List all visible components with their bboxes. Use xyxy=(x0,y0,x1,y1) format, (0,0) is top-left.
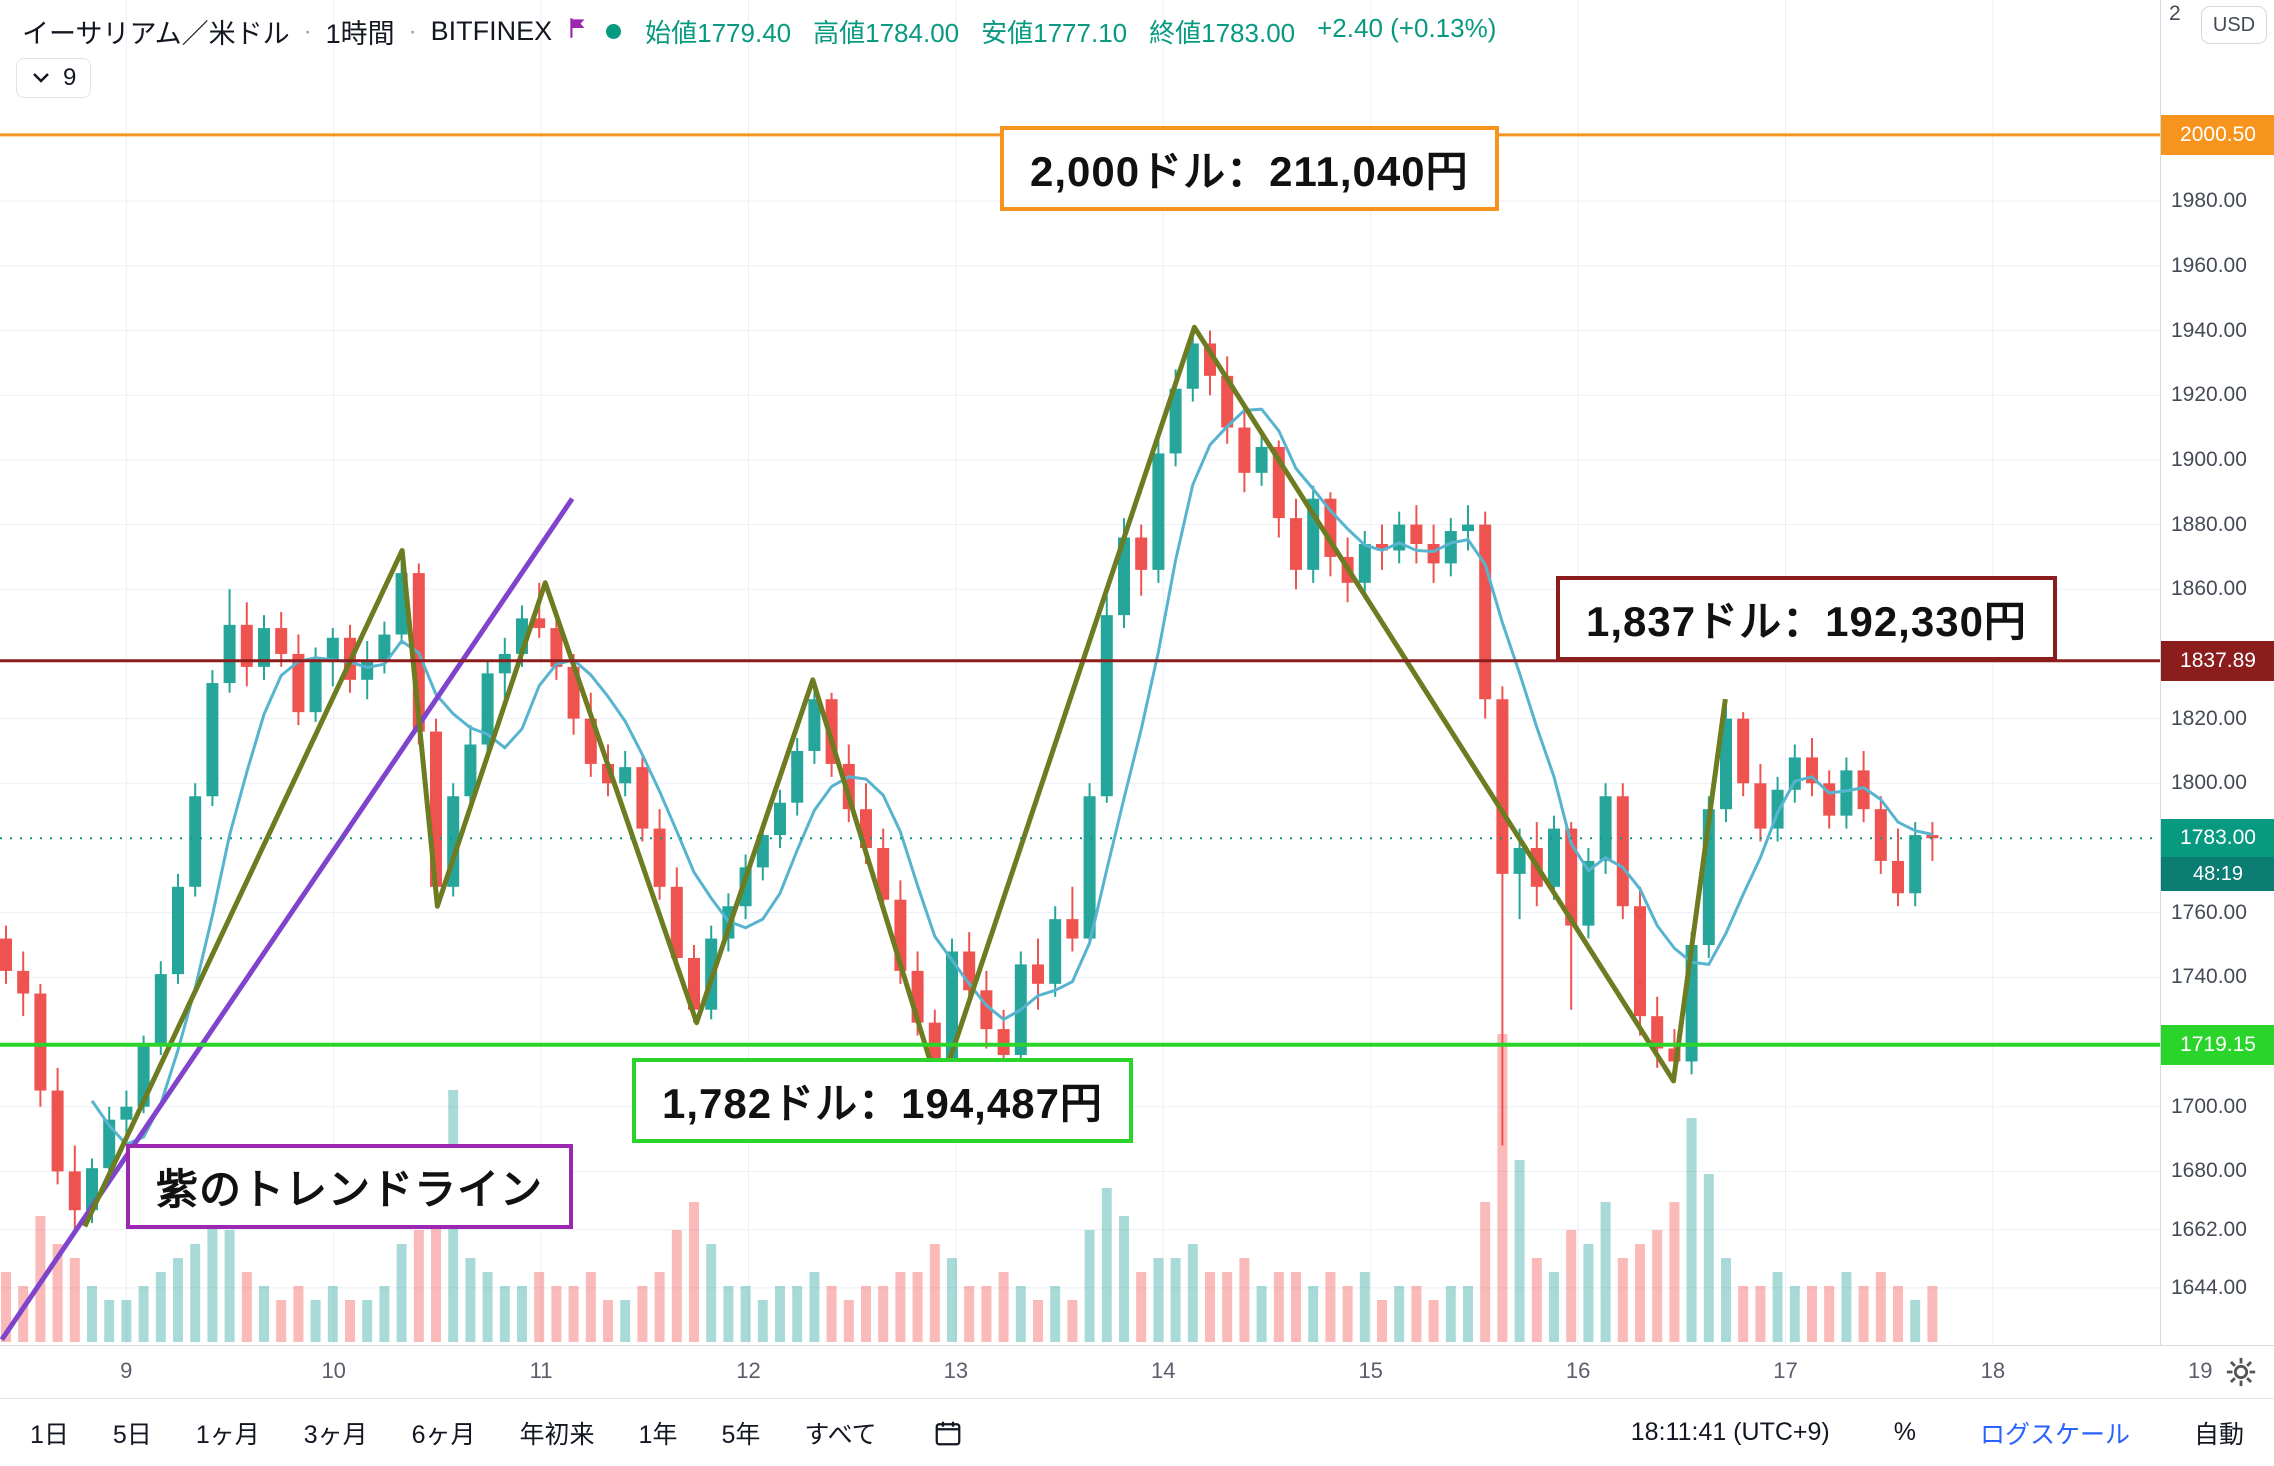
bottom-toolbar: 1日 5日 1ヶ月 3ヶ月 6ヶ月 年初来 1年 5年 すべて 18:11:41… xyxy=(0,1398,2274,1466)
separator-dot: · xyxy=(408,17,417,45)
price-axis-label: 1940.00 xyxy=(2171,318,2247,342)
price-axis-label: 1800.00 xyxy=(2171,771,2247,795)
range-3month[interactable]: 3ヶ月 xyxy=(303,1420,368,1449)
chevron-down-icon xyxy=(31,64,51,92)
time-axis-label: 16 xyxy=(1565,1358,1591,1383)
price-axis-label: 1760.00 xyxy=(2171,900,2247,924)
hline-1719-badge: 1719.15 xyxy=(2161,1024,2274,1065)
ohlc-values: 始値1779.40 高値1784.00 安値1777.10 終値1783.00 … xyxy=(645,13,1497,48)
time-axis-label: 14 xyxy=(1151,1358,1176,1383)
time-axis[interactable]: 9 10 11 12 13 14 15 16 17 18 19 xyxy=(0,1345,2274,1399)
auto-scale-button[interactable]: 自動 xyxy=(2193,1420,2244,1449)
price-axis-label: 1740.00 xyxy=(2171,965,2247,989)
range-1day[interactable]: 1日 xyxy=(30,1420,69,1449)
price-axis-label: 1820.00 xyxy=(2171,706,2247,730)
price-axis-label: 1960.00 xyxy=(2171,253,2247,277)
range-1month[interactable]: 1ヶ月 xyxy=(195,1420,260,1449)
moving-average-line xyxy=(90,407,1933,1147)
flag-icon[interactable] xyxy=(566,15,592,48)
range-selector: 1日 5日 1ヶ月 3ヶ月 6ヶ月 年初来 1年 5年 すべて xyxy=(30,1415,877,1451)
current-price-badge: 1783.00 48:19 xyxy=(2161,819,2274,892)
symbol-title[interactable]: イーサリアム／米ドル xyxy=(22,19,290,49)
log-scale-button[interactable]: ログスケール xyxy=(1979,1420,2130,1449)
time-axis-label: 19 xyxy=(2188,1358,2213,1383)
chart-pane[interactable]: イーサリアム／米ドル · 1時間 · BITFINEX 始値1779.40 高値… xyxy=(0,0,2160,1345)
price-axis-label: 1662.00 xyxy=(2171,1217,2247,1241)
price-axis-label: 1860.00 xyxy=(2171,577,2247,601)
candlestick-chart[interactable] xyxy=(0,0,2160,1345)
clock-display[interactable]: 18:11:41 (UTC+9) xyxy=(1630,1418,1830,1446)
price-axis-label: 1644.00 xyxy=(2171,1275,2247,1299)
range-all[interactable]: すべて xyxy=(804,1420,877,1449)
toolbar-right-group: 18:11:41 (UTC+9) % ログスケール 自動 xyxy=(1631,1415,2244,1451)
time-axis-label: 13 xyxy=(943,1358,969,1383)
currency-toggle-button[interactable]: USD xyxy=(2201,6,2267,44)
annotation-price-1837[interactable]: 1,837ドル：192,330円 xyxy=(1556,576,2057,661)
price-axis[interactable]: 2 USD 1980.00 1960.00 1940.00 1920.00 1900.0… xyxy=(2160,0,2274,1345)
annotation-price-1782[interactable]: 1,782ドル：194,487円 xyxy=(632,1058,1133,1143)
status-dot-icon xyxy=(606,24,622,39)
time-axis-label: 17 xyxy=(1773,1358,1798,1383)
gear-icon[interactable] xyxy=(2224,1355,2258,1389)
annotation-purple-trendline-label[interactable]: 紫のトレンドライン xyxy=(126,1144,574,1229)
time-axis-label: 15 xyxy=(1358,1358,1383,1383)
price-axis-label: 1680.00 xyxy=(2171,1159,2247,1183)
go-to-date-icon[interactable] xyxy=(933,1418,963,1448)
range-1year[interactable]: 1年 xyxy=(638,1420,678,1449)
volume-bars xyxy=(1,1034,1938,1342)
bar-countdown: 48:19 xyxy=(2161,857,2274,892)
price-axis-label: 1980.00 xyxy=(2171,189,2247,213)
price-axis-label: 1900.00 xyxy=(2171,447,2247,471)
candles xyxy=(0,327,1939,1230)
price-axis-label: 1700.00 xyxy=(2171,1094,2247,1118)
percent-scale-button[interactable]: % xyxy=(1893,1418,1916,1446)
separator-dot: · xyxy=(303,17,312,45)
time-axis-label: 10 xyxy=(321,1358,346,1383)
interval-label[interactable]: 1時間 xyxy=(325,19,395,49)
price-axis-label: 1920.00 xyxy=(2171,383,2247,407)
hline-2000-badge: 2000.50 xyxy=(2161,114,2274,155)
range-5year[interactable]: 5年 xyxy=(721,1420,761,1449)
olive-zigzag-line[interactable] xyxy=(82,324,1728,1228)
time-axis-label: 12 xyxy=(736,1358,761,1383)
price-axis-label: 1880.00 xyxy=(2171,512,2247,536)
current-price-value: 1783.00 xyxy=(2161,819,2274,858)
range-6month[interactable]: 6ヶ月 xyxy=(411,1420,476,1449)
exchange-label[interactable]: BITFINEX xyxy=(430,16,553,46)
hidden-indicator-count: 9 xyxy=(63,64,77,91)
chart-legend: イーサリアム／米ドル · 1時間 · BITFINEX 始値1779.40 高値… xyxy=(22,12,1496,51)
range-ytd[interactable]: 年初来 xyxy=(519,1420,595,1449)
time-axis-label: 9 xyxy=(120,1358,133,1383)
time-axis-label: 11 xyxy=(529,1358,553,1383)
hline-1837-badge: 1837.89 xyxy=(2161,640,2274,681)
range-5day[interactable]: 5日 xyxy=(112,1420,152,1449)
annotation-price-2000[interactable]: 2,000ドル：211,040円 xyxy=(1000,126,1499,211)
time-axis-label: 18 xyxy=(1980,1358,2006,1383)
price-axis-partial-label: 2 xyxy=(2169,2,2181,25)
legend-collapse-button[interactable]: 9 xyxy=(16,58,92,98)
